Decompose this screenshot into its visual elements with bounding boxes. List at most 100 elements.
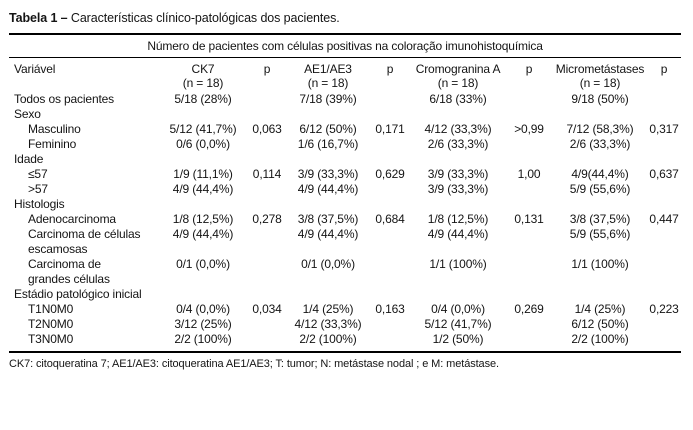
ck7-p-value (247, 197, 287, 212)
column-header-label: p (263, 62, 271, 76)
ae1ae3-value (287, 152, 369, 167)
column-header-variavel: Variável (9, 58, 159, 93)
column-header-ck7: CK7 (n = 18) (159, 58, 247, 93)
column-header-ae1ae3: AE1/AE3 (n = 18) (287, 58, 369, 93)
ae1ae3-p-value (369, 332, 411, 353)
ae1ae3-p-value: 0,171 (375, 122, 405, 136)
ck7-p-value (247, 332, 287, 353)
micrometastases-p-value (647, 152, 681, 167)
cromogranina-value: 1/2 (50%) (411, 332, 505, 353)
ck7-p-value (247, 107, 287, 122)
micrometastases-value: 6/12 (50%) (571, 317, 629, 331)
cromogranina-p-value (505, 332, 553, 353)
micrometastases-p-value: 0,223 (649, 302, 679, 316)
cromogranina-p-value (505, 152, 553, 167)
ck7-p-value (247, 227, 287, 257)
column-header-label: Variável (14, 62, 56, 76)
micrometastases-p-value (647, 332, 682, 353)
row-label: Carcinoma de células escamosas (28, 227, 141, 256)
column-header-p1: p (247, 58, 287, 93)
micrometastases-value: 9/18 (50%) (571, 92, 629, 106)
cromogranina-value: 2/6 (33,3%) (427, 137, 489, 151)
column-header-p4: p (647, 58, 681, 93)
table-row: Idade (9, 152, 681, 167)
table-row: T1N0M0 0/4 (0,0%) 0,034 1/4 (25%) 0,163 … (9, 302, 681, 317)
cromogranina-p-value (505, 137, 553, 152)
ae1ae3-value (287, 197, 369, 212)
ck7-p-value (247, 152, 287, 167)
ae1ae3-value: 0/1 (0,0%) (301, 257, 355, 271)
ck7-value: 0/4 (0,0%) (176, 302, 230, 316)
row-label: T3N0M0 (9, 332, 159, 353)
micrometastases-value: 7/12 (58,3%) (566, 122, 634, 136)
ae1ae3-value: 4/9 (44,4%) (297, 227, 359, 241)
micrometastases-p-value (647, 182, 681, 197)
cromogranina-value (411, 197, 505, 212)
ae1ae3-p-value (369, 152, 411, 167)
micrometastases-value: 2/2 (100%) (553, 332, 647, 353)
micrometastases-p-value: 0,447 (649, 212, 679, 226)
ck7-p-value (247, 137, 287, 152)
cromogranina-p-value (505, 107, 553, 122)
ae1ae3-value: 6/12 (50%) (299, 122, 357, 136)
ck7-value: 5/18 (28%) (174, 92, 232, 106)
cromogranina-p-value: >0,99 (514, 122, 544, 136)
micrometastases-value: 5/9 (55,6%) (569, 182, 631, 196)
row-label: Adenocarcinoma (28, 212, 116, 226)
ck7-p-value: 0,034 (252, 302, 282, 316)
column-header-n: (n = 18) (579, 76, 621, 90)
table-row: ≤57 1/9 (11,1%) 0,114 3/9 (33,3%) 0,629 … (9, 167, 681, 182)
column-header-n: (n = 18) (307, 76, 349, 90)
ae1ae3-value (287, 287, 369, 302)
ck7-value (159, 197, 247, 212)
table-row: Adenocarcinoma 1/8 (12,5%) 0,278 3/8 (37… (9, 212, 681, 227)
ck7-value (159, 287, 247, 302)
micrometastases-value: 3/8 (37,5%) (569, 212, 631, 226)
micrometastases-p-value: 0,317 (649, 122, 679, 136)
column-header-label: p (386, 62, 394, 76)
cromogranina-p-value (505, 257, 553, 287)
ck7-p-value: 0,063 (252, 122, 282, 136)
micrometastases-p-value (647, 287, 681, 302)
ae1ae3-value: 2/2 (100%) (287, 332, 369, 353)
row-label: >57 (28, 182, 48, 196)
cromogranina-value: 3/9 (33,3%) (427, 167, 489, 181)
micrometastases-value: 1/4 (25%) (574, 302, 626, 316)
micrometastases-p-value (647, 197, 681, 212)
ae1ae3-p-value (369, 197, 411, 212)
table-row: Sexo (9, 107, 681, 122)
cromogranina-value (411, 287, 505, 302)
cromogranina-p-value: 1,00 (517, 167, 541, 181)
ae1ae3-p-value (369, 317, 411, 332)
table-body: Todos os pacientes 5/18 (28%) 7/18 (39%)… (9, 92, 682, 353)
column-header-p2: p (369, 58, 411, 93)
micrometastases-p-value (647, 137, 681, 152)
ck7-value (159, 107, 247, 122)
ae1ae3-p-value: 0,629 (375, 167, 405, 181)
micrometastases-value (553, 287, 647, 302)
cromogranina-p-value (505, 182, 553, 197)
cromogranina-value: 1/1 (100%) (429, 257, 487, 271)
ae1ae3-p-value (369, 92, 411, 107)
patients-table: Número de pacientes com células positiva… (9, 33, 682, 353)
micrometastases-value (553, 107, 647, 122)
cromogranina-value: 3/9 (33,3%) (427, 182, 489, 196)
column-header-n: (n = 18) (437, 76, 479, 90)
ae1ae3-value: 3/9 (33,3%) (297, 167, 359, 181)
ck7-p-value (247, 257, 287, 287)
table-caption: Tabela 1 – Características clínico-patol… (9, 10, 684, 26)
table-row: Histologis (9, 197, 681, 212)
ck7-p-value (247, 92, 287, 107)
table-row: Masculino 5/12 (41,7%) 0,063 6/12 (50%) … (9, 122, 681, 137)
ae1ae3-p-value: 0,163 (375, 302, 405, 316)
ck7-value: 2/2 (100%) (159, 332, 247, 353)
cromogranina-value: 0/4 (0,0%) (431, 302, 485, 316)
ck7-value: 1/8 (12,5%) (172, 212, 234, 226)
row-label: Estádio patológico inicial (14, 287, 142, 301)
table-row: T2N0M0 3/12 (25%) 4/12 (33,3%) 5/12 (41,… (9, 317, 681, 332)
row-label: Histologis (14, 197, 65, 211)
micrometastases-value (553, 197, 647, 212)
micrometastases-p-value (647, 317, 681, 332)
ae1ae3-value: 1/6 (16,7%) (297, 137, 359, 151)
